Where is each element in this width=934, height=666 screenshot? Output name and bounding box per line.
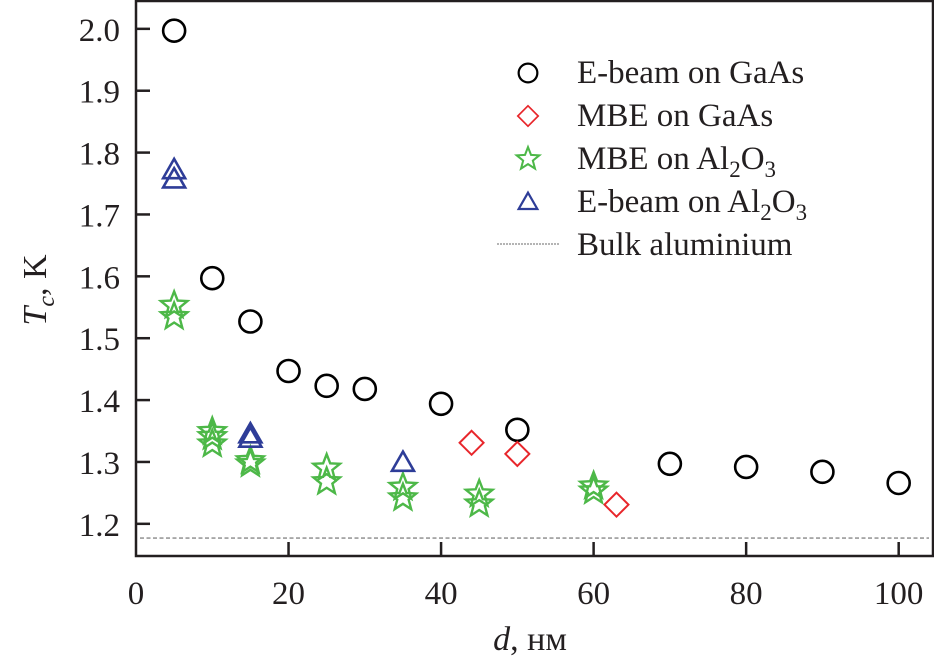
x-axis-variable: d bbox=[493, 621, 511, 658]
y-axis-ticks: 1.2 1.3 1.4 1.5 1.6 1.7 1.8 1.9 2.0 bbox=[79, 13, 150, 544]
data-point-circle bbox=[505, 417, 530, 443]
legend-item-mbe-on-al2o3: MBE on Al2O3 bbox=[513, 141, 776, 182]
legend-label: MBE on GaAs bbox=[577, 98, 773, 134]
legend-label: MBE on Al2O3 bbox=[577, 141, 776, 182]
y-tick-label: 1.2 bbox=[79, 508, 120, 544]
legend-marker-circle bbox=[517, 62, 539, 84]
data-point-circle bbox=[276, 358, 301, 384]
data-point-diamond bbox=[458, 429, 485, 457]
data-point-circle bbox=[352, 376, 378, 402]
series-e-beam-on-gaas bbox=[161, 18, 911, 496]
data-point-triangle bbox=[160, 156, 188, 180]
data-point-star bbox=[462, 486, 496, 519]
data-point-circle bbox=[810, 459, 835, 485]
legend: E-beam on GaAs MBE on GaAs MBE on Al2O3E-b… bbox=[497, 55, 807, 263]
data-point-star bbox=[310, 464, 344, 496]
y-axis-label: Tc, K bbox=[17, 254, 60, 326]
legend-label: E-beam on Al2O3 bbox=[577, 184, 807, 225]
x-tick-label: 60 bbox=[577, 576, 610, 612]
y-tick-label: 1.6 bbox=[79, 260, 120, 296]
data-point-circle bbox=[733, 454, 759, 480]
data-point-triangle bbox=[389, 448, 417, 473]
data-point-star bbox=[157, 299, 191, 331]
data-point-triangle bbox=[237, 420, 264, 444]
data-point-circle bbox=[428, 391, 454, 417]
data-point-circle bbox=[199, 265, 225, 291]
legend-item-mbe-on-gaas: MBE on GaAs bbox=[516, 98, 773, 134]
data-point-circle bbox=[886, 470, 911, 496]
y-axis-subscript: c bbox=[34, 296, 60, 307]
y-tick-label: 1.8 bbox=[79, 137, 120, 173]
data-point-star bbox=[386, 469, 420, 502]
x-tick-label: 100 bbox=[874, 576, 924, 612]
legend-label: Bulk aluminium bbox=[577, 227, 793, 263]
data-point-star bbox=[462, 476, 496, 509]
data-point-star bbox=[157, 288, 191, 320]
x-tick-label: 80 bbox=[730, 576, 763, 612]
data-point-star bbox=[195, 426, 229, 459]
legend-marker-diamond bbox=[516, 104, 540, 128]
plot-border bbox=[134, 0, 934, 558]
legend-item-e-beam-on-al2o3: E-beam on Al2O3 bbox=[516, 184, 807, 225]
data-point-circle bbox=[161, 18, 187, 43]
y-tick-label: 1.5 bbox=[79, 322, 120, 358]
legend-label: E-beam on GaAs bbox=[577, 55, 804, 91]
data-point-star bbox=[577, 473, 611, 506]
data-point-star bbox=[310, 450, 344, 483]
series-mbe-on-gaas bbox=[458, 429, 630, 519]
y-axis-unit: , K bbox=[17, 254, 54, 296]
data-point-circle bbox=[657, 451, 683, 477]
plot-frame bbox=[134, 0, 934, 558]
data-point-star bbox=[233, 443, 267, 475]
x-axis-ticks: 0 20 40 60 80 100 bbox=[128, 542, 924, 612]
series-e-beam-on-al2o3 bbox=[160, 156, 417, 473]
data-point-triangle bbox=[237, 424, 264, 448]
data-point-circle bbox=[314, 373, 339, 399]
data-point-triangle bbox=[160, 165, 188, 189]
data-point-diamond bbox=[503, 440, 531, 468]
y-tick-label: 2.0 bbox=[79, 13, 120, 49]
x-tick-label: 0 bbox=[128, 576, 145, 612]
y-tick-label: 1.4 bbox=[79, 384, 120, 420]
x-tick-label: 20 bbox=[272, 576, 305, 612]
data-point-star bbox=[195, 414, 229, 446]
x-axis-unit: , нм bbox=[510, 621, 567, 658]
y-axis-variable: T bbox=[17, 305, 54, 326]
data-point-circle bbox=[238, 309, 263, 334]
legend-item-e-beam-on-gaas: E-beam on GaAs bbox=[517, 55, 804, 91]
legend-item-bulk-aluminium: Bulk aluminium bbox=[497, 227, 793, 263]
x-tick-label: 40 bbox=[425, 576, 458, 612]
y-tick-label: 1.3 bbox=[79, 446, 120, 482]
x-axis-label: d, нм bbox=[493, 621, 567, 658]
data-point-star bbox=[577, 468, 611, 501]
legend-marker-triangle bbox=[516, 190, 540, 211]
data-points bbox=[157, 18, 911, 519]
data-point-star bbox=[195, 419, 229, 451]
legend-marker-star bbox=[513, 144, 543, 171]
y-tick-label: 1.9 bbox=[79, 75, 120, 111]
data-point-star bbox=[233, 446, 267, 478]
data-point-star bbox=[386, 480, 420, 512]
data-point-diamond bbox=[603, 491, 630, 519]
y-tick-label: 1.7 bbox=[79, 198, 120, 234]
series-mbe-on-al2o3 bbox=[157, 288, 611, 519]
